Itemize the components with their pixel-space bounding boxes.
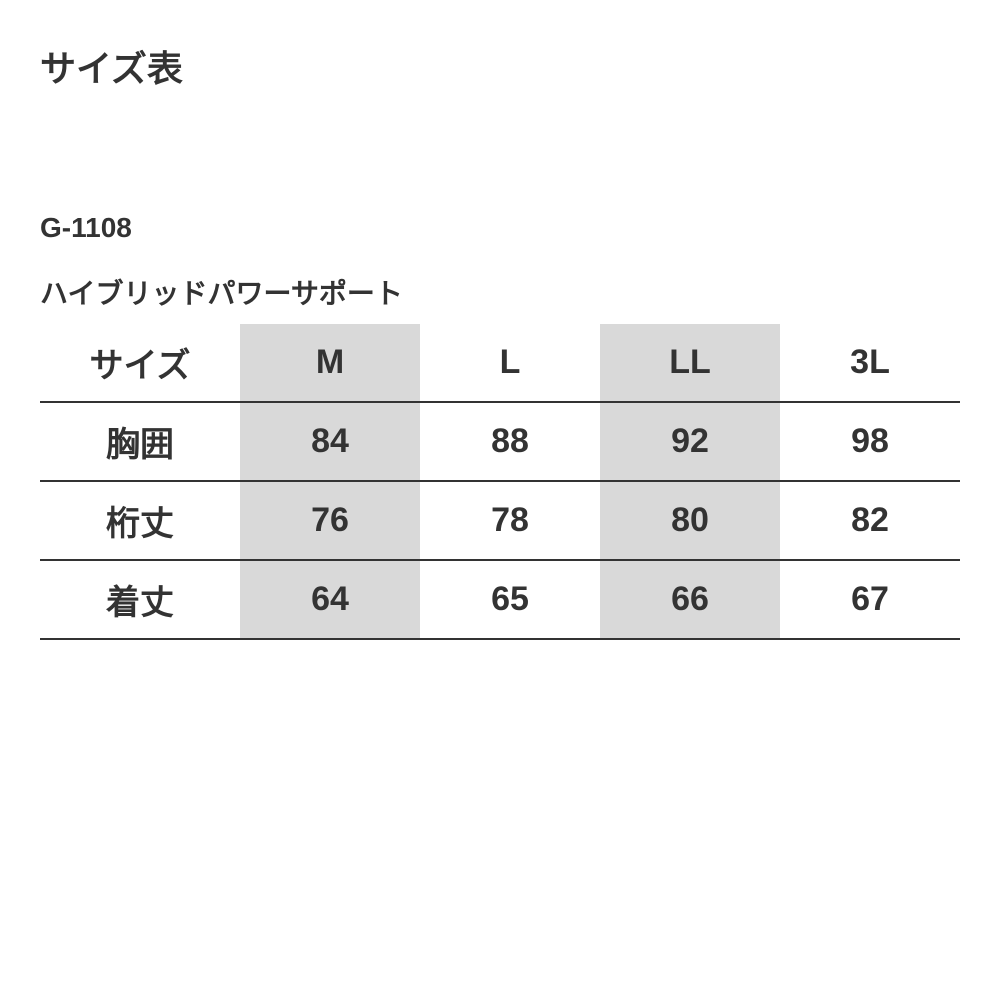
- product-code: G-1108: [40, 212, 960, 244]
- data-cell: 66: [600, 560, 780, 639]
- table-row: 桁丈 76 78 80 82: [40, 481, 960, 560]
- data-cell: 82: [780, 481, 960, 560]
- data-cell: 88: [420, 402, 600, 481]
- data-cell: 92: [600, 402, 780, 481]
- table-row: 着丈 64 65 66 67: [40, 560, 960, 639]
- header-cell: LL: [600, 324, 780, 402]
- header-cell: サイズ: [40, 324, 240, 402]
- size-table: サイズ M L LL 3L 胸囲 84 88 92 98 桁丈 76 78 80…: [40, 324, 960, 640]
- data-cell: 98: [780, 402, 960, 481]
- data-cell: 76: [240, 481, 420, 560]
- data-cell: 67: [780, 560, 960, 639]
- row-label-cell: 着丈: [40, 560, 240, 639]
- data-cell: 78: [420, 481, 600, 560]
- table-row: 胸囲 84 88 92 98: [40, 402, 960, 481]
- header-cell: M: [240, 324, 420, 402]
- header-cell: L: [420, 324, 600, 402]
- data-cell: 65: [420, 560, 600, 639]
- data-cell: 64: [240, 560, 420, 639]
- page-title: サイズ表: [40, 40, 960, 92]
- data-cell: 84: [240, 402, 420, 481]
- data-cell: 80: [600, 481, 780, 560]
- header-cell: 3L: [780, 324, 960, 402]
- product-name: ハイブリッドパワーサポート: [40, 272, 960, 312]
- table-header-row: サイズ M L LL 3L: [40, 324, 960, 402]
- row-label-cell: 桁丈: [40, 481, 240, 560]
- row-label-cell: 胸囲: [40, 402, 240, 481]
